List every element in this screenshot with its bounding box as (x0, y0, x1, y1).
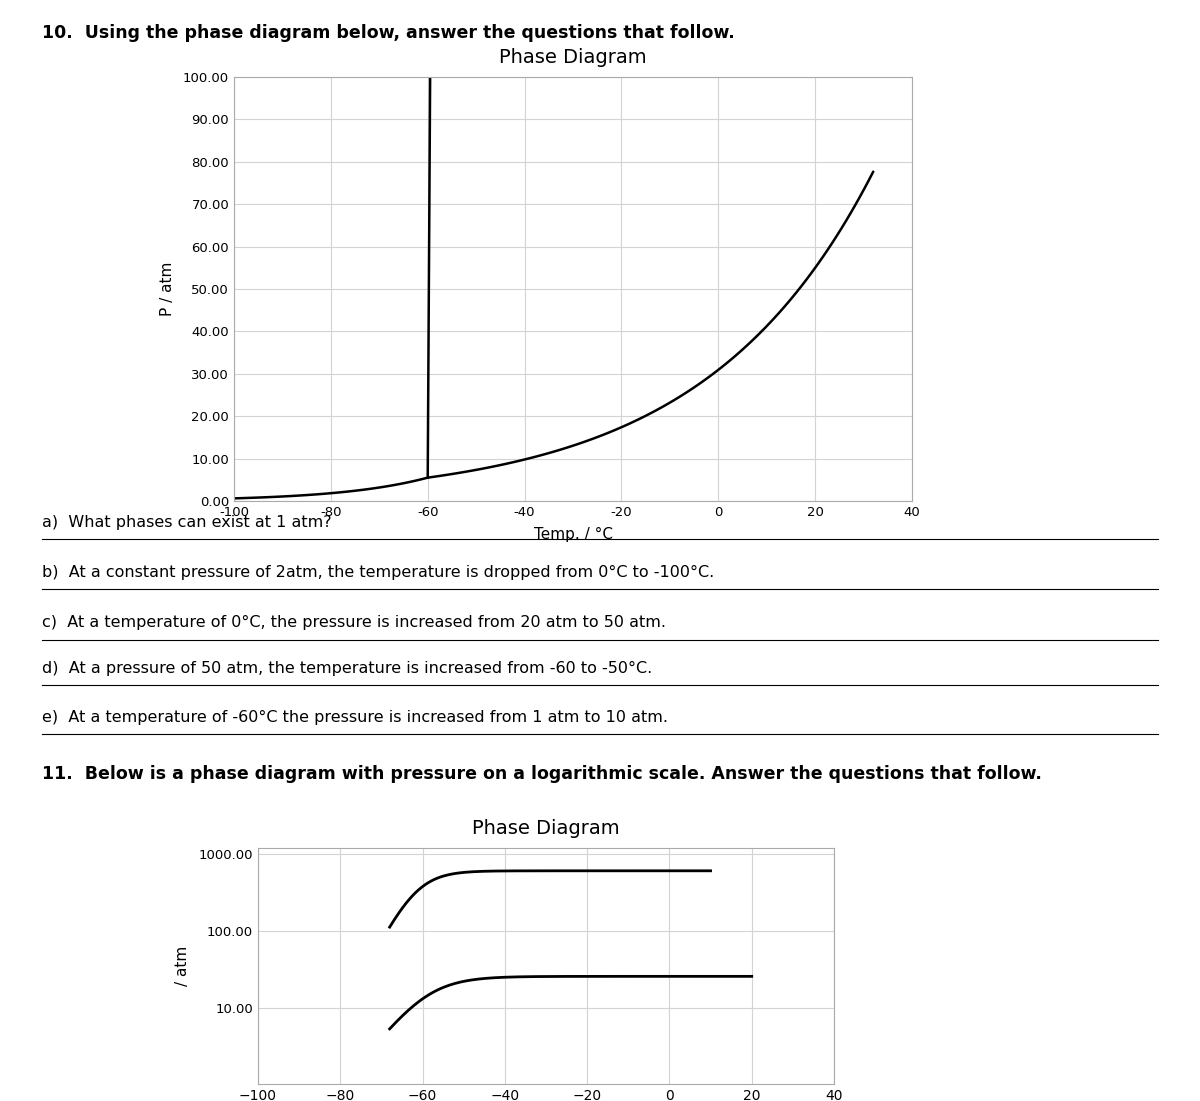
Title: Phase Diagram: Phase Diagram (472, 819, 620, 838)
Text: 10.  Using the phase diagram below, answer the questions that follow.: 10. Using the phase diagram below, answe… (42, 24, 734, 42)
Text: b)  At a constant pressure of 2atm, the temperature is dropped from 0°C to -100°: b) At a constant pressure of 2atm, the t… (42, 565, 714, 580)
Text: 11.  Below is a phase diagram with pressure on a logarithmic scale. Answer the q: 11. Below is a phase diagram with pressu… (42, 765, 1042, 783)
Text: d)  At a pressure of 50 atm, the temperature is increased from -60 to -50°C.: d) At a pressure of 50 atm, the temperat… (42, 661, 653, 676)
Title: Phase Diagram: Phase Diagram (499, 48, 647, 67)
X-axis label: Temp. / °C: Temp. / °C (534, 527, 612, 542)
Y-axis label: P / atm: P / atm (160, 262, 175, 316)
Text: c)  At a temperature of 0°C, the pressure is increased from 20 atm to 50 atm.: c) At a temperature of 0°C, the pressure… (42, 615, 666, 631)
Y-axis label: / atm: / atm (175, 946, 191, 986)
Text: e)  At a temperature of -60°C the pressure is increased from 1 atm to 10 atm.: e) At a temperature of -60°C the pressur… (42, 710, 668, 726)
Text: a)  What phases can exist at 1 atm?: a) What phases can exist at 1 atm? (42, 515, 331, 531)
